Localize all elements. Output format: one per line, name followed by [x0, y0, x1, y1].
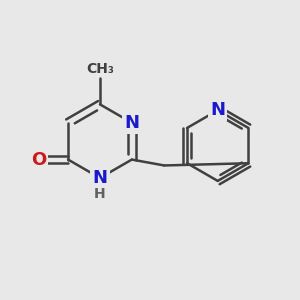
- Text: O: O: [31, 151, 46, 169]
- Text: N: N: [124, 114, 139, 132]
- Text: N: N: [210, 101, 225, 119]
- Text: CH₃: CH₃: [86, 62, 114, 76]
- Text: H: H: [94, 187, 106, 201]
- Text: N: N: [92, 169, 107, 187]
